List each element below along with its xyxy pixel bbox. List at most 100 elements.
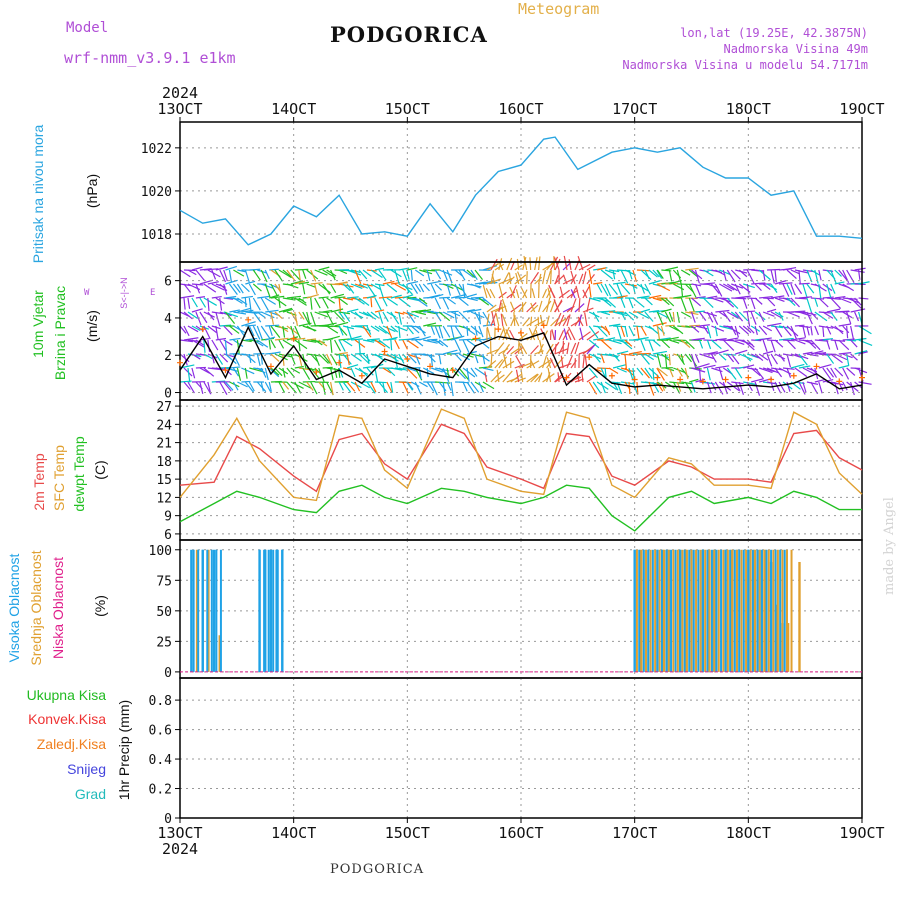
- wind-barb: [842, 381, 848, 391]
- wind-barb: [256, 339, 269, 348]
- wind-barb: [265, 324, 280, 327]
- wind-barb: [236, 283, 244, 294]
- wind-barb: [553, 299, 560, 313]
- wind-barb: [774, 280, 787, 285]
- wind-barb: [406, 325, 414, 335]
- wind-barb: [588, 339, 600, 349]
- wind-barb: [362, 339, 375, 343]
- wind-barb: [814, 352, 827, 355]
- wind-barb: [766, 353, 773, 367]
- wind-barb: [669, 381, 685, 385]
- wind-barb: [318, 339, 328, 347]
- wind-barb: [703, 381, 716, 385]
- wind-barb: [462, 367, 476, 378]
- wind-barb: [306, 311, 311, 326]
- wind-barb: [398, 381, 412, 384]
- wind-barb: [770, 367, 783, 371]
- wind-barb: [523, 255, 528, 271]
- wind-barb: [203, 297, 217, 306]
- wind-barb: [814, 325, 820, 336]
- wind-barb: [758, 353, 769, 361]
- cloud-bar: [790, 549, 793, 672]
- wind-barb: [482, 353, 486, 365]
- wind-barb: [620, 353, 635, 357]
- wind-barb: [486, 313, 490, 327]
- wind-barb: [318, 325, 333, 328]
- x-tick-label-bottom: 17OCT: [612, 824, 657, 842]
- wind-barb: [343, 297, 354, 301]
- wind-barb: [366, 283, 376, 297]
- wind-barb: [538, 372, 543, 383]
- wind-barb: [225, 353, 237, 365]
- wind-barb: [346, 269, 362, 276]
- wind-barb: [386, 367, 396, 377]
- wind-barb: [306, 381, 314, 391]
- wind-barb: [191, 297, 198, 308]
- wind-barb: [802, 296, 812, 299]
- wind-barb: [298, 297, 307, 304]
- wind-barb: [743, 381, 758, 386]
- wind-barb: [684, 339, 695, 350]
- wind-barb: [528, 327, 536, 341]
- wind-barb: [806, 339, 817, 349]
- wind-barb: [636, 325, 640, 339]
- wind-barb: [490, 370, 502, 383]
- wind-barb: [581, 371, 584, 383]
- wind-barb: [366, 294, 377, 299]
- wind-barb: [763, 297, 774, 300]
- wind-barb: [342, 339, 353, 347]
- wind-barb: [818, 297, 829, 308]
- wind-barb: [669, 325, 680, 332]
- wind-barb: [474, 281, 486, 285]
- x-tick-label-top: 14OCT: [271, 100, 316, 118]
- wind-barb: [342, 353, 352, 365]
- cloud-bar: [206, 549, 209, 672]
- wind-barb: [414, 325, 426, 334]
- wind-barb: [689, 324, 700, 327]
- cloud-bar: [706, 549, 709, 672]
- y-tick-label: 18: [156, 455, 172, 470]
- wind-barb: [203, 339, 206, 353]
- wind-barb: [814, 339, 829, 342]
- wind-barb: [738, 269, 748, 278]
- wind-barb: [694, 269, 700, 284]
- x-tick-label-bottom: 13OCT: [157, 824, 202, 842]
- wind-barb: [470, 311, 485, 319]
- wind-barb: [652, 367, 655, 381]
- wind-barb: [719, 325, 733, 330]
- wind-barb: [802, 311, 817, 316]
- wind-barb: [195, 296, 206, 299]
- wind-barb: [830, 311, 838, 322]
- cloud-bar: [639, 549, 642, 672]
- wind-barb: [648, 294, 662, 299]
- wind-barb: [589, 297, 601, 302]
- wind-barb: [530, 345, 539, 355]
- wind-barb: [688, 283, 697, 298]
- wind-barb: [207, 325, 217, 334]
- cloud-bar: [215, 549, 218, 672]
- wind-barb: [183, 297, 186, 310]
- wind-barb: [350, 367, 356, 378]
- wind-barb: [648, 353, 658, 358]
- cloud-bar: [635, 549, 638, 672]
- wind-barb: [547, 287, 552, 299]
- y-tick-label: 15: [156, 473, 172, 488]
- wind-barb: [834, 281, 845, 285]
- wind-barb: [850, 325, 855, 341]
- wind-barb: [786, 311, 800, 318]
- wind-barb: [390, 294, 402, 299]
- y-tick-label: 0.2: [149, 783, 172, 798]
- wind-barb: [554, 348, 569, 355]
- wind-barb: [240, 283, 250, 293]
- wind-barb: [407, 367, 418, 373]
- wind-barb: [604, 325, 611, 336]
- wind-barb: [846, 325, 849, 339]
- x-tick-label-top: 18OCT: [726, 100, 771, 118]
- wind-barb: [660, 325, 665, 336]
- compass-e-label: E: [150, 288, 156, 298]
- wind-barb: [199, 297, 207, 308]
- wind-barb: [261, 283, 274, 289]
- wind-barb: [514, 377, 526, 383]
- wind-barb: [814, 297, 819, 307]
- wind-barb: [318, 266, 330, 271]
